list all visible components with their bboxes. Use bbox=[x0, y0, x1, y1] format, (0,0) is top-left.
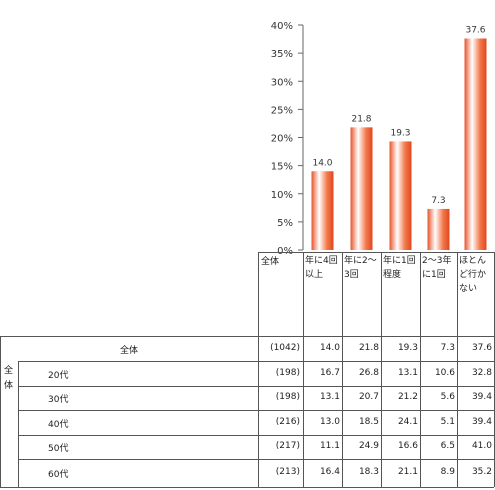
grid-line bbox=[0, 336, 494, 337]
grid-line bbox=[0, 487, 494, 488]
bar-value-label: 19.3 bbox=[390, 128, 410, 138]
row-label: 30代 bbox=[48, 395, 69, 405]
bar bbox=[311, 171, 334, 250]
row-label: 50代 bbox=[48, 444, 69, 454]
table-value: 13.1 bbox=[397, 367, 418, 378]
grid-line bbox=[0, 336, 1, 487]
table-value: 41.0 bbox=[471, 441, 492, 451]
grid-line bbox=[18, 386, 494, 387]
sample-size: (217) bbox=[275, 441, 300, 451]
group-label: 全 体 bbox=[4, 366, 14, 391]
grid-line bbox=[18, 459, 494, 460]
grid-line bbox=[18, 410, 494, 411]
sample-size: (216) bbox=[275, 416, 300, 427]
grid-line bbox=[303, 252, 304, 336]
table-value: 18.3 bbox=[358, 467, 379, 477]
table-value: 5.1 bbox=[440, 416, 455, 427]
category-label: 年に1回 程度 bbox=[383, 256, 416, 280]
table-value: 14.0 bbox=[319, 342, 340, 353]
bar bbox=[389, 141, 412, 250]
y-tick-label: 40% bbox=[271, 21, 293, 32]
table-value: 21.2 bbox=[397, 392, 418, 402]
grid-line bbox=[420, 252, 421, 336]
row-label: 20代 bbox=[48, 370, 69, 381]
grid-line bbox=[457, 336, 458, 487]
table-value: 39.4 bbox=[471, 416, 492, 427]
table-value: 35.2 bbox=[471, 467, 492, 477]
grid-line bbox=[18, 435, 494, 436]
table-value: 7.3 bbox=[440, 342, 455, 353]
table-value: 37.6 bbox=[471, 342, 492, 353]
bar-chart: 40% 35% 30% 25% 20% 15% 10% 5% 0% 14.0 21.8 19.3 7.… bbox=[271, 21, 487, 257]
grid-line bbox=[457, 252, 458, 336]
table-value: 16.7 bbox=[319, 367, 340, 378]
table-value: 26.8 bbox=[358, 367, 379, 378]
table-value: 21.1 bbox=[397, 467, 418, 477]
y-tick-label: 15% bbox=[271, 162, 293, 173]
bar bbox=[427, 208, 450, 250]
grid-line bbox=[18, 361, 19, 487]
sample-size: (198) bbox=[275, 392, 300, 402]
table-value: 21.8 bbox=[358, 342, 379, 353]
table-value: 8.9 bbox=[440, 467, 455, 477]
table-value: 16.6 bbox=[397, 441, 418, 451]
y-tick-label: 25% bbox=[271, 105, 293, 116]
sample-size: (1042) bbox=[270, 342, 300, 353]
table-value: 5.6 bbox=[440, 392, 455, 402]
y-tick-label: 20% bbox=[271, 134, 293, 145]
row-label: 60代 bbox=[48, 470, 69, 480]
row-label: 40代 bbox=[48, 419, 69, 430]
table-header-label: 全体 bbox=[261, 257, 280, 267]
grid-line bbox=[303, 336, 304, 487]
category-label: 年に4回 以上 bbox=[305, 256, 338, 280]
table-value: 18.5 bbox=[358, 416, 379, 427]
grid-line bbox=[420, 336, 421, 487]
grid-line bbox=[258, 252, 259, 336]
table-value: 24.9 bbox=[358, 441, 379, 451]
table-value: 19.3 bbox=[397, 342, 418, 353]
table-value: 16.4 bbox=[319, 467, 340, 477]
category-label: 年に2～ 3回 bbox=[344, 256, 377, 280]
grid-line bbox=[342, 252, 343, 336]
table-value: 13.1 bbox=[319, 392, 340, 402]
sample-size: (213) bbox=[275, 467, 300, 477]
bar-value-label: 21.8 bbox=[351, 114, 371, 124]
category-label: 2～3年 に1回 bbox=[422, 256, 452, 280]
y-tick-label: 10% bbox=[271, 190, 293, 201]
table-value: 24.1 bbox=[397, 416, 418, 427]
table-value: 6.5 bbox=[440, 441, 455, 451]
bar-value-label: 37.6 bbox=[465, 26, 485, 36]
y-tick-label: 0% bbox=[277, 246, 293, 257]
grid-line bbox=[18, 361, 494, 362]
y-tick-label: 5% bbox=[277, 218, 293, 229]
grid-line bbox=[381, 336, 382, 487]
table-value: 13.0 bbox=[319, 416, 340, 427]
table-value: 11.1 bbox=[319, 441, 340, 451]
table-value: 39.4 bbox=[471, 392, 492, 402]
table-value: 10.6 bbox=[434, 367, 455, 378]
y-tick-label: 35% bbox=[271, 49, 293, 60]
y-tick-label: 30% bbox=[271, 77, 293, 88]
grid-line bbox=[381, 252, 382, 336]
category-label: ほとん ど行か ない bbox=[459, 256, 487, 294]
bar-value-label: 14.0 bbox=[312, 158, 332, 168]
grid-line bbox=[258, 336, 259, 487]
table-value: 20.7 bbox=[358, 392, 379, 402]
grid-line bbox=[342, 336, 343, 487]
bar-value-label: 7.3 bbox=[431, 196, 445, 206]
row-label: 全体 bbox=[120, 345, 139, 356]
table-value: 32.8 bbox=[471, 367, 492, 378]
grid-line bbox=[258, 252, 494, 253]
sample-size: (198) bbox=[275, 367, 300, 378]
bar bbox=[350, 127, 373, 250]
bar bbox=[464, 38, 487, 250]
